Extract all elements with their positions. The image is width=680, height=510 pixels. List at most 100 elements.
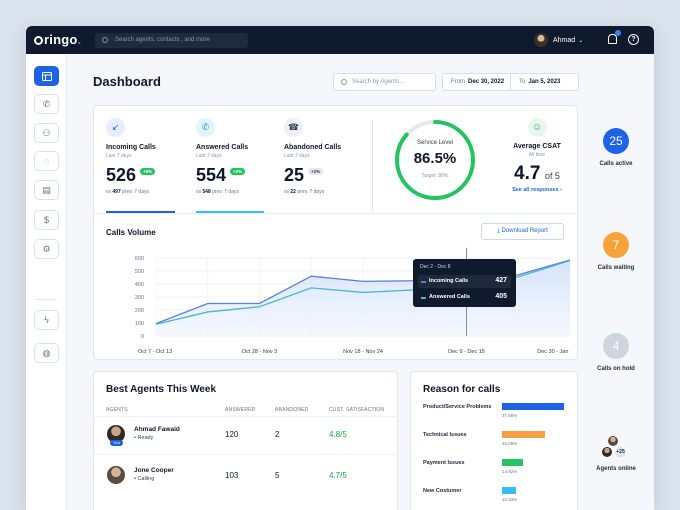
stat-answered-calls: ✆ Answered Calls Last 7 days 554 +2% vs 5… (196, 118, 276, 195)
sidebar-item-contacts[interactable]: ⚇ (34, 123, 59, 143)
x-tick-label: Dec 30 - Jan 5 (537, 349, 570, 355)
global-search-input[interactable]: Search agents, contacts , and more (95, 33, 248, 48)
top-bar: ringo. Search agents, contacts , and mor… (26, 26, 654, 54)
y-tick-label: 300 (135, 295, 144, 301)
calls-waiting-count: 7 (603, 232, 629, 258)
best-agents-title: Best Agents This Week (106, 384, 217, 395)
agent-search-input[interactable]: Search by Agents... (333, 73, 436, 91)
agent-status: • Ready (134, 435, 154, 441)
calls-active-count: 25 (603, 128, 629, 154)
reason-percent: 10.33% (502, 497, 518, 502)
search-icon (341, 79, 347, 85)
avatar (534, 33, 548, 48)
sidebar-item-automation[interactable]: ϟ (34, 310, 59, 330)
avatar (107, 425, 125, 443)
stat-period: Last 7 days (196, 153, 222, 159)
avatar (607, 435, 619, 447)
calls-active-label: Calls active (599, 161, 633, 167)
phone-icon: ✆ (42, 98, 51, 109)
sidebar-item-settings[interactable]: ⚙ (34, 239, 59, 259)
csat-scale: of 5 (544, 171, 560, 181)
sidebar-item-support[interactable]: ◍ (34, 343, 59, 363)
stat-underline-answered (196, 211, 264, 213)
csat-period: All time (528, 152, 546, 158)
agent-name: Ahmad Fawaid (134, 426, 180, 433)
headset-icon: ◍ (42, 347, 51, 358)
stats-divider (372, 120, 373, 212)
legend-line-incoming (421, 281, 426, 283)
logo-mark-icon (34, 36, 43, 45)
stat-prev-text: prev. 7 days (212, 189, 239, 195)
calls-on-hold-stat[interactable]: 4 Calls on hold (586, 333, 646, 373)
date-to[interactable]: To Jan 5, 2023 (510, 74, 578, 90)
service-level-value: 86.5% (413, 150, 457, 167)
sidebar-item-billing[interactable]: $ (34, 210, 59, 230)
logo[interactable]: ringo. (34, 32, 81, 47)
page-title: Dashboard (93, 74, 161, 89)
stat-prev-text: prev. 7 days (122, 189, 149, 195)
reasons-title: Reason for calls (423, 384, 501, 395)
csat-block: ☺ Average CSAT All time 4.7 of 5 See all… (492, 118, 582, 193)
service-level-gauge: Service Level 86.5% Target: 80% (393, 118, 477, 202)
agents-online-avatars: +25 (601, 435, 631, 461)
sidebar-item-calls[interactable]: ✆ (34, 94, 59, 114)
service-level-label: Service Level (416, 140, 454, 146)
stat-underline-incoming (106, 211, 175, 213)
date-range-picker[interactable]: From Dec 30, 2022 To Jan 5, 2023 (442, 73, 579, 91)
reason-percent: 37.56% (502, 413, 518, 418)
date-to-value: Jan 5, 2023 (528, 79, 561, 85)
x-tick-label: Dec 9 - Dec 15 (448, 349, 485, 355)
sidebar: ✆ ⚇ ◌ ▤ $ ⚙ ϟ ◍ (26, 54, 67, 510)
change-badge: +2% (308, 168, 324, 175)
sidebar-item-reports[interactable]: ▤ (34, 180, 59, 200)
reason-bar (502, 403, 564, 410)
logo-text: ringo (44, 32, 78, 47)
stat-label: Abandoned Calls (284, 144, 342, 151)
tooltip-answered-label: Answered Calls (429, 294, 470, 300)
sidebar-item-dashboard[interactable] (34, 66, 59, 86)
reasons-card (410, 371, 578, 510)
tooltip-incoming-value: 427 (495, 277, 507, 284)
you-badge: You (110, 440, 123, 446)
reason-bar (502, 431, 546, 438)
stat-incoming-calls: ↙ Incoming Calls Last 7 days 526 +9% vs 4… (106, 118, 186, 195)
x-tick-label: Oct 28 - Nov 3 (242, 349, 277, 355)
stat-label: Incoming Calls (106, 144, 156, 151)
app-window: ringo. Search agents, contacts , and mor… (26, 26, 654, 510)
calls-waiting-stat[interactable]: 7 Calls waiting (586, 232, 646, 272)
chat-icon: ◌ (43, 156, 50, 166)
download-report-label: Download Report (501, 228, 548, 234)
bell-icon[interactable] (608, 30, 621, 44)
dollar-icon: $ (43, 215, 49, 225)
y-tick-label: 100 (135, 321, 144, 327)
user-add-icon: ⚇ (42, 127, 51, 138)
agent-answered: 120 (225, 430, 239, 439)
reason-bar (502, 487, 517, 494)
download-report-button[interactable]: ⤓ Download Report (481, 223, 564, 240)
stat-period: Last 7 days (284, 153, 310, 159)
see-all-responses-link[interactable]: See all responses › (492, 187, 582, 193)
search-icon (102, 37, 108, 43)
calls-active-stat[interactable]: 25 Calls active (586, 128, 646, 168)
sidebar-item-messages[interactable]: ◌ (34, 151, 59, 171)
stat-vs: vs (106, 189, 111, 195)
global-search-placeholder: Search agents, contacts , and more (115, 37, 210, 43)
user-menu[interactable]: Ahmad ⌄ (534, 33, 583, 48)
smile-icon: ☺ (527, 118, 547, 137)
y-tick-label: 600 (135, 256, 144, 262)
tooltip-row-incoming: Incoming Calls 427 (418, 275, 511, 288)
y-tick-label: 400 (135, 282, 144, 288)
tooltip-incoming-label: Incoming Calls (429, 278, 469, 284)
incoming-call-icon: ↙ (106, 118, 125, 137)
notification-badge (615, 30, 621, 36)
tooltip-title: Dec 2 - Dec 8 (420, 264, 451, 270)
date-from[interactable]: From Dec 30, 2022 (443, 74, 510, 90)
service-level-ring (395, 120, 475, 200)
agents-online-stat[interactable]: +25 Agents online (586, 435, 646, 473)
agent-search-placeholder: Search by Agents... (352, 79, 405, 85)
col-header-answered: ANSWERED (225, 407, 256, 413)
date-from-label: From (451, 79, 465, 85)
stat-value: 25 (284, 165, 305, 185)
avatar (601, 446, 613, 458)
help-icon[interactable]: ? (628, 34, 639, 45)
